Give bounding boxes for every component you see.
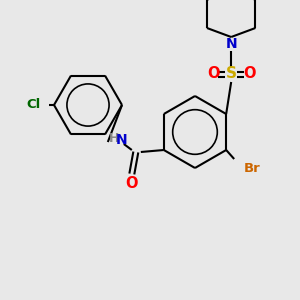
- Text: Br: Br: [244, 161, 261, 175]
- Text: Cl: Cl: [27, 98, 41, 112]
- Text: O: O: [126, 176, 138, 191]
- Text: O: O: [243, 67, 255, 82]
- Text: H: H: [109, 133, 119, 146]
- Text: O: O: [207, 67, 219, 82]
- Text: N: N: [116, 133, 128, 147]
- Text: N: N: [225, 37, 237, 51]
- Text: S: S: [226, 67, 237, 82]
